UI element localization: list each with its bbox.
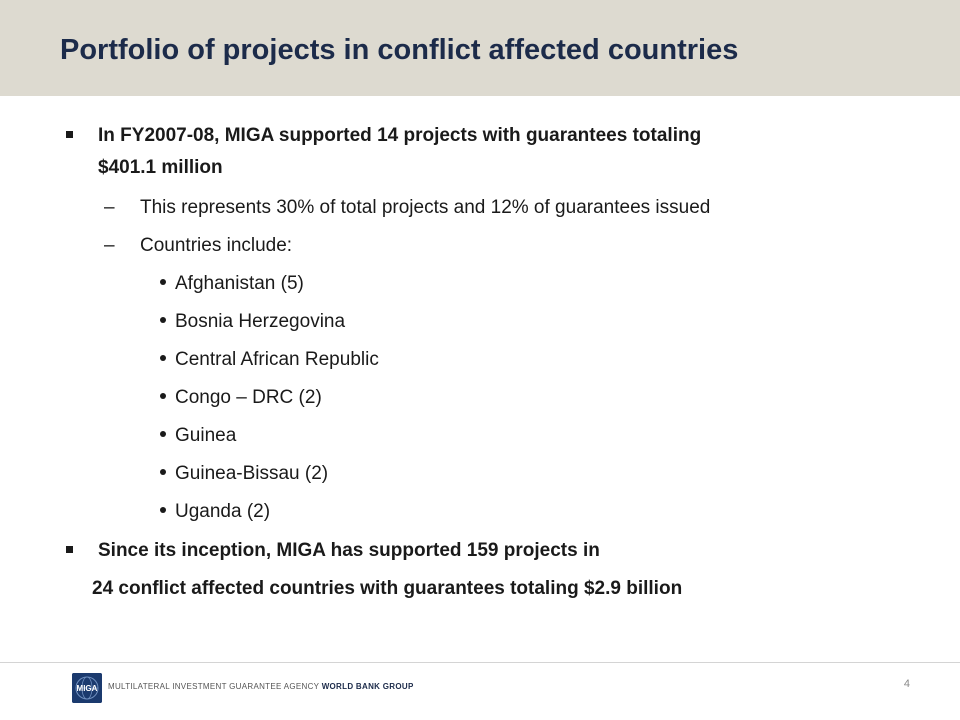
group-name: WORLD BANK GROUP bbox=[321, 682, 414, 691]
square-bullet-icon bbox=[66, 546, 73, 553]
logo-text: MIGA bbox=[77, 684, 98, 693]
country-item: Central African Republic bbox=[160, 346, 379, 374]
bullet-main-2: Since its inception, MIGA has supported … bbox=[98, 540, 600, 561]
country-item: Guinea-Bissau (2) bbox=[160, 460, 328, 488]
footer-agency-text: MULTILATERAL INVESTMENT GUARANTEE AGENCY… bbox=[108, 682, 414, 691]
slide-body: In FY2007-08, MIGA supported 14 projects… bbox=[66, 125, 711, 599]
country-item: Afghanistan (5) bbox=[160, 270, 304, 298]
title-band bbox=[0, 0, 960, 96]
bullet-main-2-continued: 24 conflict affected countries with guar… bbox=[92, 578, 683, 599]
country-item: Bosnia Herzegovina bbox=[160, 308, 345, 336]
footer-divider bbox=[0, 662, 960, 663]
dot-bullet-icon bbox=[160, 506, 166, 513]
dash-bullet-icon: – bbox=[104, 197, 115, 218]
bullet-main-1-continued: $401.1 million bbox=[98, 157, 223, 178]
sub-bullet-share: This represents 30% of total projects an… bbox=[140, 197, 711, 218]
dot-bullet-icon bbox=[160, 278, 166, 285]
dot-bullet-icon bbox=[160, 430, 166, 437]
slide-title: Portfolio of projects in conflict affect… bbox=[60, 34, 739, 66]
dot-bullet-icon bbox=[160, 468, 166, 475]
country-item: Guinea bbox=[160, 422, 236, 450]
square-bullet-icon bbox=[66, 131, 73, 138]
country-item: Uganda (2) bbox=[160, 498, 270, 526]
page-number: 4 bbox=[903, 678, 910, 690]
sub-bullet-countries: Countries include: bbox=[140, 235, 293, 256]
dash-bullet-icon: – bbox=[104, 235, 115, 256]
agency-name: MULTILATERAL INVESTMENT GUARANTEE AGENCY bbox=[108, 682, 320, 691]
miga-logo: MIGA bbox=[72, 673, 102, 703]
country-item: Congo – DRC (2) bbox=[160, 384, 322, 412]
dot-bullet-icon bbox=[160, 316, 166, 323]
dot-bullet-icon bbox=[160, 354, 166, 361]
bullet-main-1: In FY2007-08, MIGA supported 14 projects… bbox=[98, 125, 702, 146]
globe-icon: MIGA bbox=[72, 673, 102, 703]
dot-bullet-icon bbox=[160, 392, 166, 399]
